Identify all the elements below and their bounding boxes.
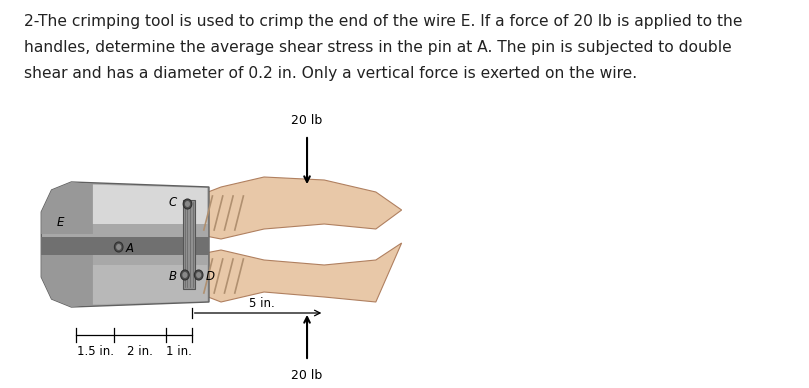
Text: 20 lb: 20 lb: [291, 369, 323, 382]
Circle shape: [114, 242, 123, 252]
Circle shape: [196, 272, 201, 278]
Circle shape: [185, 201, 190, 207]
Polygon shape: [195, 243, 401, 302]
Text: 1 in.: 1 in.: [166, 345, 192, 358]
Text: C: C: [169, 196, 177, 208]
Text: 2 in.: 2 in.: [127, 345, 153, 358]
Text: 2-The crimping tool is used to crimp the end of the wire E. If a force of 20 lb : 2-The crimping tool is used to crimp the…: [24, 14, 743, 29]
Polygon shape: [41, 182, 209, 307]
Polygon shape: [43, 265, 207, 305]
Text: 5 in.: 5 in.: [249, 297, 275, 310]
Text: E: E: [57, 215, 64, 229]
Polygon shape: [41, 182, 93, 234]
Bar: [41, 237, 209, 255]
Circle shape: [180, 270, 189, 280]
Text: handles, determine the average shear stress in the pin at A. The pin is subjecte: handles, determine the average shear str…: [24, 40, 732, 55]
Polygon shape: [43, 184, 207, 224]
Text: B: B: [168, 270, 176, 284]
Circle shape: [116, 244, 121, 250]
Text: 20 lb: 20 lb: [291, 114, 323, 127]
Text: A: A: [125, 242, 133, 256]
Circle shape: [182, 272, 188, 278]
Bar: [183, 200, 195, 289]
Text: shear and has a diameter of 0.2 in. Only a vertical force is exerted on the wire: shear and has a diameter of 0.2 in. Only…: [24, 66, 637, 81]
Text: D: D: [205, 270, 214, 284]
Circle shape: [183, 199, 192, 209]
Circle shape: [194, 270, 203, 280]
Polygon shape: [195, 177, 401, 239]
Text: 1.5 in.: 1.5 in.: [77, 345, 113, 358]
Polygon shape: [41, 255, 93, 307]
